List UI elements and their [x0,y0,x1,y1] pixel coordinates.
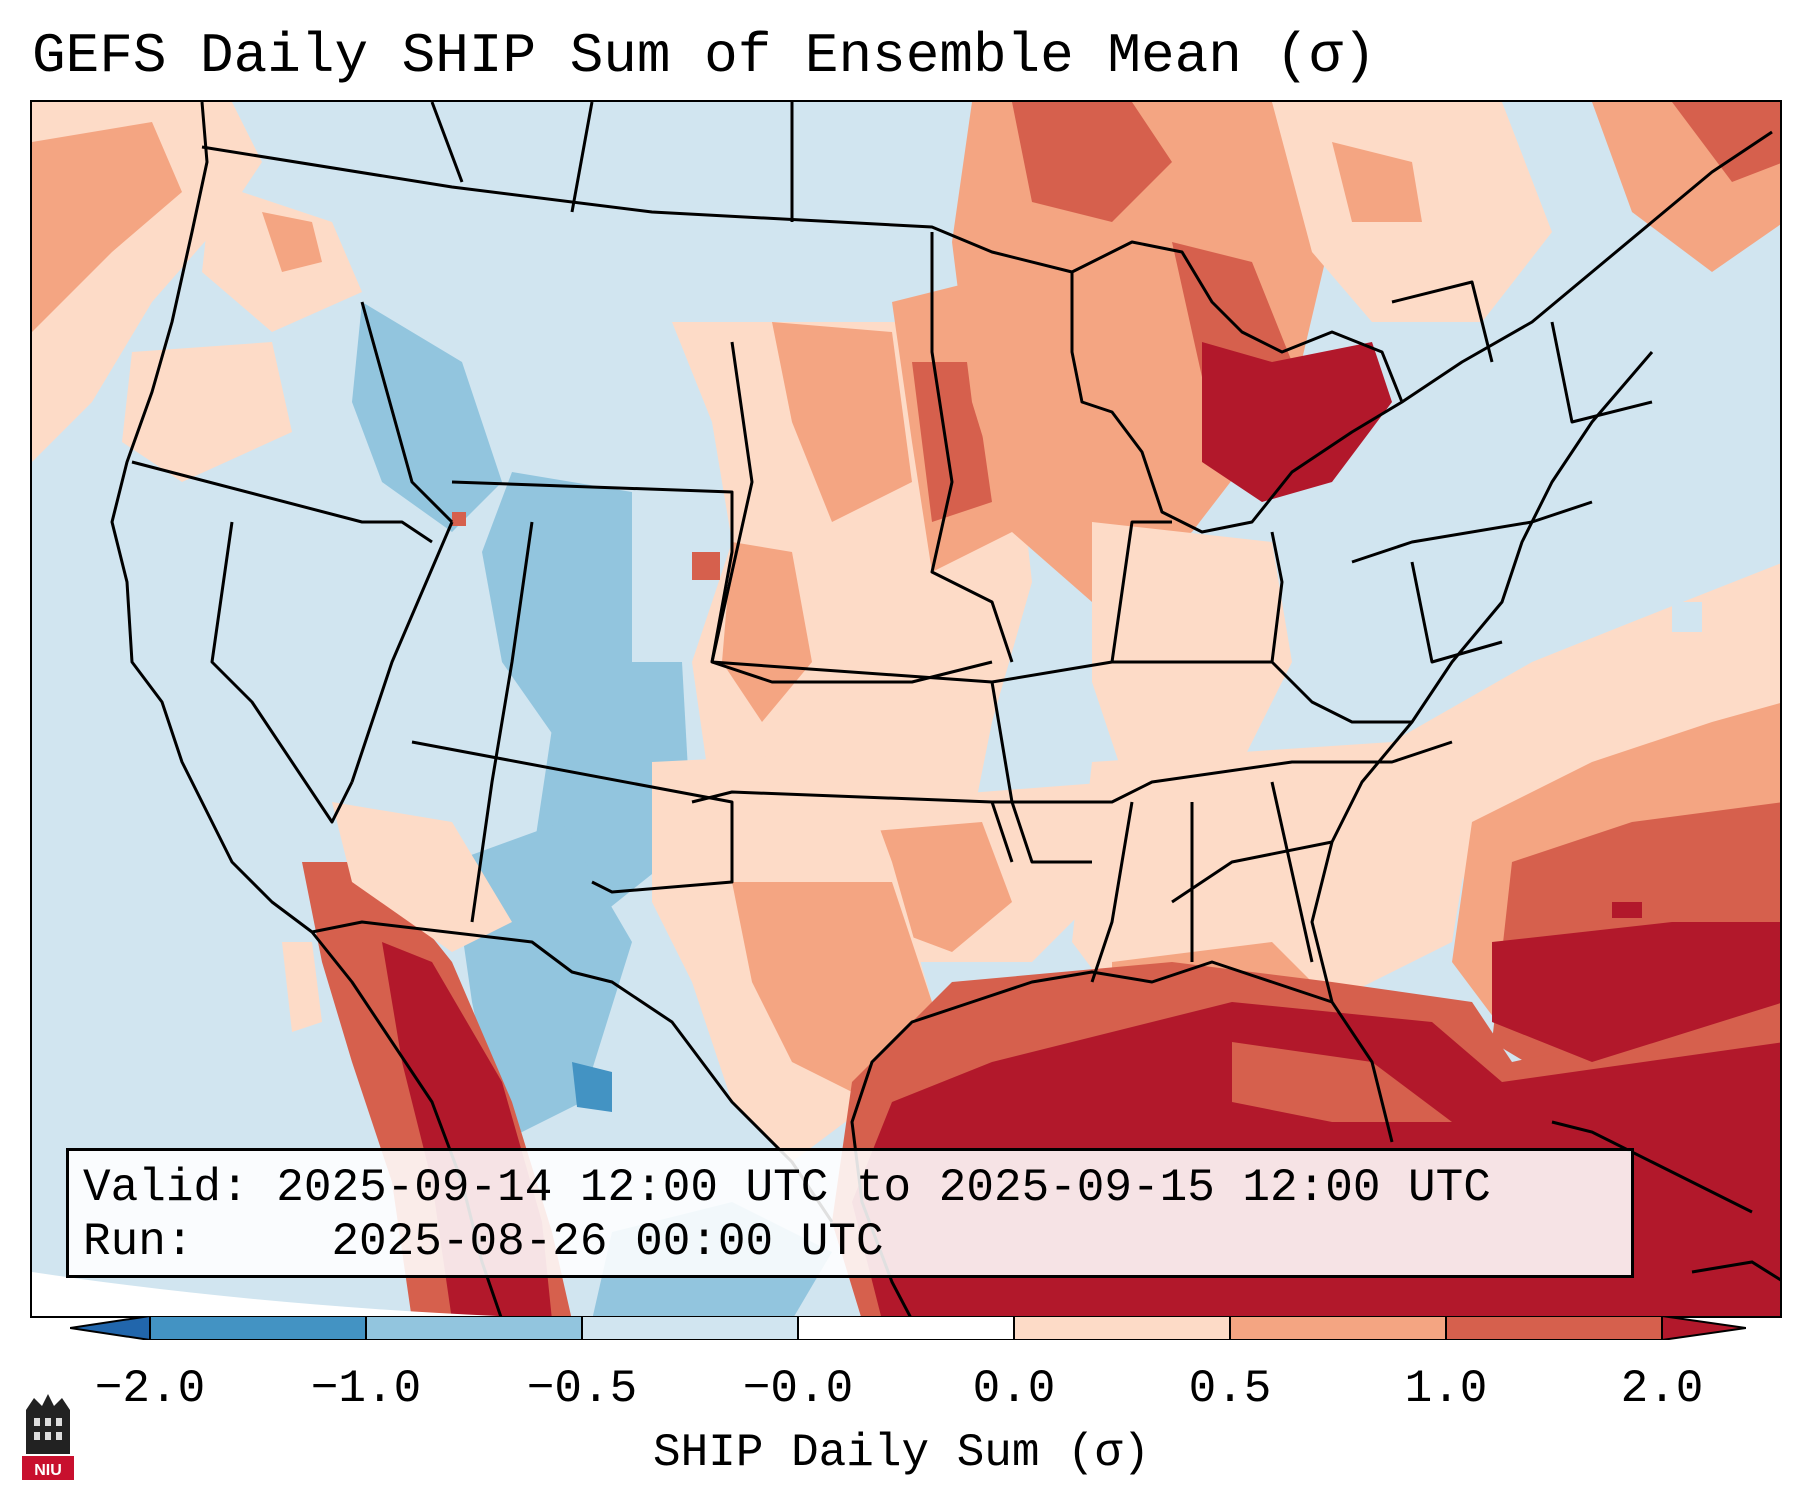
colorbar-tick-label: −0.5 [526,1363,638,1415]
central-plains-positive-area [652,102,1780,1162]
colorbar-segment [1014,1316,1230,1340]
run-value: 2025-08-26 00:00 UTC [331,1216,884,1268]
colorbar-under-arrow [70,1316,150,1340]
run-label: Run: [83,1216,194,1268]
great-lakes-outline [1070,240,1404,534]
valid-run-info-box: Valid: 2025-09-14 12:00 UTC to 2025-09-1… [66,1148,1634,1278]
state-line-25 [1391,280,1494,363]
northeast-coast [1401,130,1773,404]
state-line-19 [1351,500,1593,564]
state-line-24 [430,102,464,183]
map-canvas [32,102,1780,1316]
us-mexico-border [311,920,834,1223]
colorbar-segment [798,1316,1014,1340]
caribbean-islands [1551,1120,1780,1282]
colorbar [70,1316,1746,1340]
colorbar-tick-label: 0.5 [1188,1363,1272,1415]
state-line-9 [930,232,1014,663]
pacific-northwest-positive-area [32,102,362,482]
state-line-3 [350,521,454,783]
colorbar-tick-label: 0.0 [972,1363,1056,1415]
projection-edge [32,1272,498,1316]
state-line-20 [1410,561,1503,664]
niu-logo: NIU [22,1394,74,1480]
colorbar-tick-label: −1.0 [310,1363,422,1415]
state-line-1 [131,460,433,544]
niu-logo-text: NIU [34,1462,62,1479]
state-line-12 [991,660,1412,724]
colorbar-segment [150,1316,366,1340]
colorbar-axis-label: SHIP Daily Sum (σ) [653,1427,1150,1479]
figure-title: GEFS Daily SHIP Sum of Ensemble Mean (σ) [32,24,1377,88]
state-line-17 [1270,781,1314,963]
valid-row: Valid: 2025-09-14 12:00 UTC to 2025-09-1… [83,1161,1617,1215]
state-line-18 [1270,531,1284,663]
colorbar-tick-marks [149,1316,1663,1340]
valid-label: Valid: [83,1162,249,1214]
state-line-6 [470,521,534,923]
anomaly-map [30,100,1782,1318]
colorbar-over-arrow [1662,1316,1746,1340]
colorbar-tick-label: 2.0 [1620,1363,1704,1415]
state-line-2 [210,521,354,824]
colorbar-segment [366,1316,582,1340]
boundary-lines [110,102,1773,1316]
state-line-26 [1550,321,1653,424]
state-line-11 [691,790,1014,863]
state-line-7 [411,740,734,894]
scattered-anomaly-pixels [452,512,1780,1094]
state-line-5 [451,480,734,663]
colorbar-tick-label: −2.0 [94,1363,206,1415]
state-line-14 [1110,520,1172,663]
state-line-21 [1171,840,1333,904]
state-line-15 [1090,801,1134,983]
state-line-13 [992,740,1453,804]
us-west-coast [110,102,313,934]
colorbar-segment [582,1316,798,1340]
colorbar-tick-label: 1.0 [1404,1363,1488,1415]
run-row: Run: 2025-08-26 00:00 UTC [83,1215,1617,1269]
valid-value: 2025-09-14 12:00 UTC to 2025-09-15 12:00… [276,1162,1491,1214]
state-line-4 [360,301,454,524]
colorbar-tick-label: −0.0 [742,1363,854,1415]
niu-logo-badge [22,1456,74,1480]
colorbar-segment [1230,1316,1446,1340]
state-line-22 [570,102,594,213]
colorbar-segment [1446,1316,1662,1340]
